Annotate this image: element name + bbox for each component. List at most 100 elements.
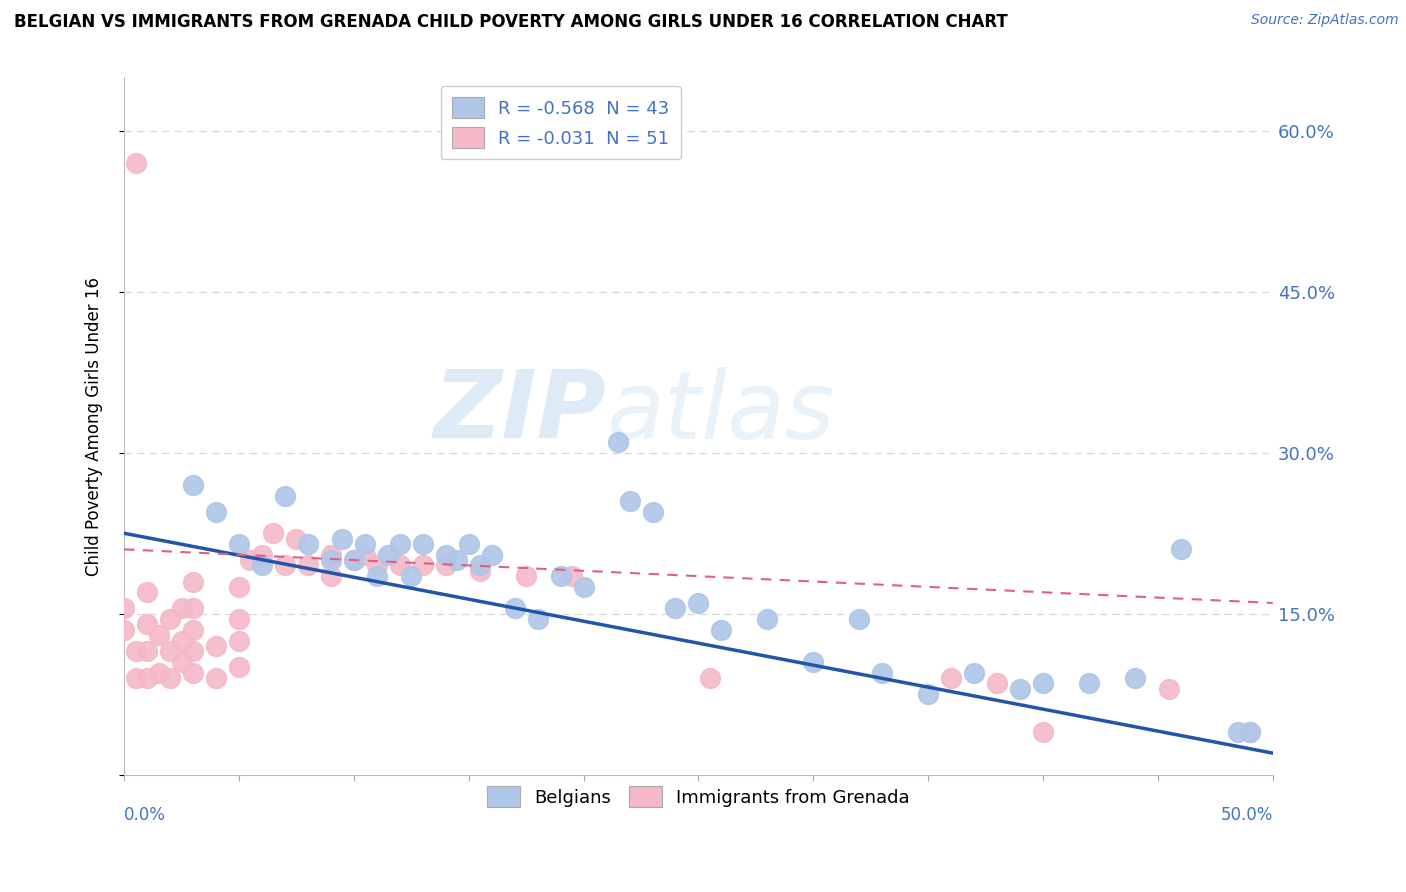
Point bbox=[250, 548, 273, 562]
Point bbox=[170, 655, 193, 669]
Point bbox=[607, 435, 630, 450]
Point bbox=[366, 569, 388, 583]
Point bbox=[181, 665, 204, 680]
Point bbox=[1227, 724, 1250, 739]
Point bbox=[457, 537, 479, 551]
Point bbox=[159, 671, 181, 685]
Point bbox=[526, 612, 548, 626]
Point bbox=[572, 580, 595, 594]
Point bbox=[641, 505, 664, 519]
Text: atlas: atlas bbox=[606, 367, 835, 458]
Point bbox=[112, 601, 135, 615]
Point bbox=[756, 612, 779, 626]
Point bbox=[561, 569, 583, 583]
Point bbox=[250, 558, 273, 573]
Point bbox=[1078, 676, 1101, 690]
Point bbox=[481, 548, 503, 562]
Point bbox=[159, 644, 181, 658]
Text: 0.0%: 0.0% bbox=[124, 806, 166, 824]
Point bbox=[986, 676, 1008, 690]
Point bbox=[619, 494, 641, 508]
Point bbox=[688, 596, 710, 610]
Point bbox=[434, 558, 457, 573]
Text: 50.0%: 50.0% bbox=[1220, 806, 1272, 824]
Point bbox=[332, 532, 354, 546]
Point bbox=[710, 623, 733, 637]
Point bbox=[181, 601, 204, 615]
Point bbox=[148, 665, 170, 680]
Point bbox=[136, 617, 159, 632]
Point bbox=[228, 537, 250, 551]
Point bbox=[515, 569, 537, 583]
Point bbox=[159, 612, 181, 626]
Y-axis label: Child Poverty Among Girls Under 16: Child Poverty Among Girls Under 16 bbox=[86, 277, 103, 575]
Point bbox=[181, 623, 204, 637]
Point bbox=[239, 553, 262, 567]
Point bbox=[124, 671, 146, 685]
Point bbox=[412, 537, 434, 551]
Point bbox=[1010, 681, 1032, 696]
Point bbox=[228, 633, 250, 648]
Point bbox=[124, 644, 146, 658]
Point bbox=[170, 633, 193, 648]
Point bbox=[228, 580, 250, 594]
Point bbox=[939, 671, 962, 685]
Point bbox=[917, 687, 939, 701]
Point bbox=[148, 628, 170, 642]
Point bbox=[1159, 681, 1181, 696]
Point bbox=[136, 585, 159, 599]
Text: BELGIAN VS IMMIGRANTS FROM GRENADA CHILD POVERTY AMONG GIRLS UNDER 16 CORRELATIO: BELGIAN VS IMMIGRANTS FROM GRENADA CHILD… bbox=[14, 13, 1008, 31]
Point bbox=[274, 558, 297, 573]
Point bbox=[181, 574, 204, 589]
Point bbox=[470, 564, 492, 578]
Point bbox=[377, 548, 399, 562]
Point bbox=[1239, 724, 1261, 739]
Point bbox=[412, 558, 434, 573]
Point bbox=[136, 671, 159, 685]
Point bbox=[354, 548, 377, 562]
Point bbox=[343, 553, 366, 567]
Point bbox=[1032, 724, 1054, 739]
Point bbox=[274, 489, 297, 503]
Point bbox=[319, 548, 342, 562]
Point bbox=[470, 558, 492, 573]
Text: Source: ZipAtlas.com: Source: ZipAtlas.com bbox=[1251, 13, 1399, 28]
Point bbox=[801, 655, 824, 669]
Point bbox=[550, 569, 572, 583]
Point bbox=[848, 612, 870, 626]
Text: ZIP: ZIP bbox=[433, 366, 606, 458]
Point bbox=[228, 612, 250, 626]
Point bbox=[401, 569, 423, 583]
Point bbox=[205, 505, 228, 519]
Point bbox=[1032, 676, 1054, 690]
Point bbox=[388, 558, 411, 573]
Point bbox=[181, 644, 204, 658]
Point bbox=[228, 660, 250, 674]
Point bbox=[366, 558, 388, 573]
Point bbox=[1170, 542, 1192, 557]
Point bbox=[170, 601, 193, 615]
Point bbox=[870, 665, 893, 680]
Point bbox=[285, 532, 308, 546]
Point bbox=[963, 665, 986, 680]
Point bbox=[1239, 724, 1261, 739]
Point bbox=[297, 537, 319, 551]
Point bbox=[319, 553, 342, 567]
Point bbox=[136, 644, 159, 658]
Point bbox=[262, 526, 284, 541]
Point bbox=[1123, 671, 1146, 685]
Point bbox=[181, 478, 204, 492]
Point bbox=[205, 639, 228, 653]
Point bbox=[664, 601, 686, 615]
Point bbox=[388, 537, 411, 551]
Point bbox=[112, 623, 135, 637]
Point bbox=[319, 569, 342, 583]
Point bbox=[446, 553, 468, 567]
Point bbox=[343, 553, 366, 567]
Point bbox=[124, 156, 146, 170]
Point bbox=[297, 558, 319, 573]
Point bbox=[434, 548, 457, 562]
Point bbox=[503, 601, 526, 615]
Legend: Belgians, Immigrants from Grenada: Belgians, Immigrants from Grenada bbox=[479, 779, 917, 814]
Point bbox=[699, 671, 721, 685]
